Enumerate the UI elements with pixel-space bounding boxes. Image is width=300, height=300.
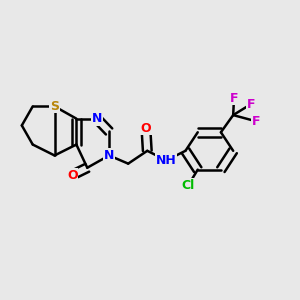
Text: S: S xyxy=(50,100,59,113)
Text: Cl: Cl xyxy=(182,179,195,192)
Text: O: O xyxy=(67,169,78,182)
Text: F: F xyxy=(247,98,255,111)
Text: F: F xyxy=(252,115,261,128)
Text: N: N xyxy=(92,112,102,125)
Text: O: O xyxy=(141,122,151,135)
Text: NH: NH xyxy=(156,154,177,167)
Text: N: N xyxy=(104,149,114,162)
Text: F: F xyxy=(230,92,238,105)
